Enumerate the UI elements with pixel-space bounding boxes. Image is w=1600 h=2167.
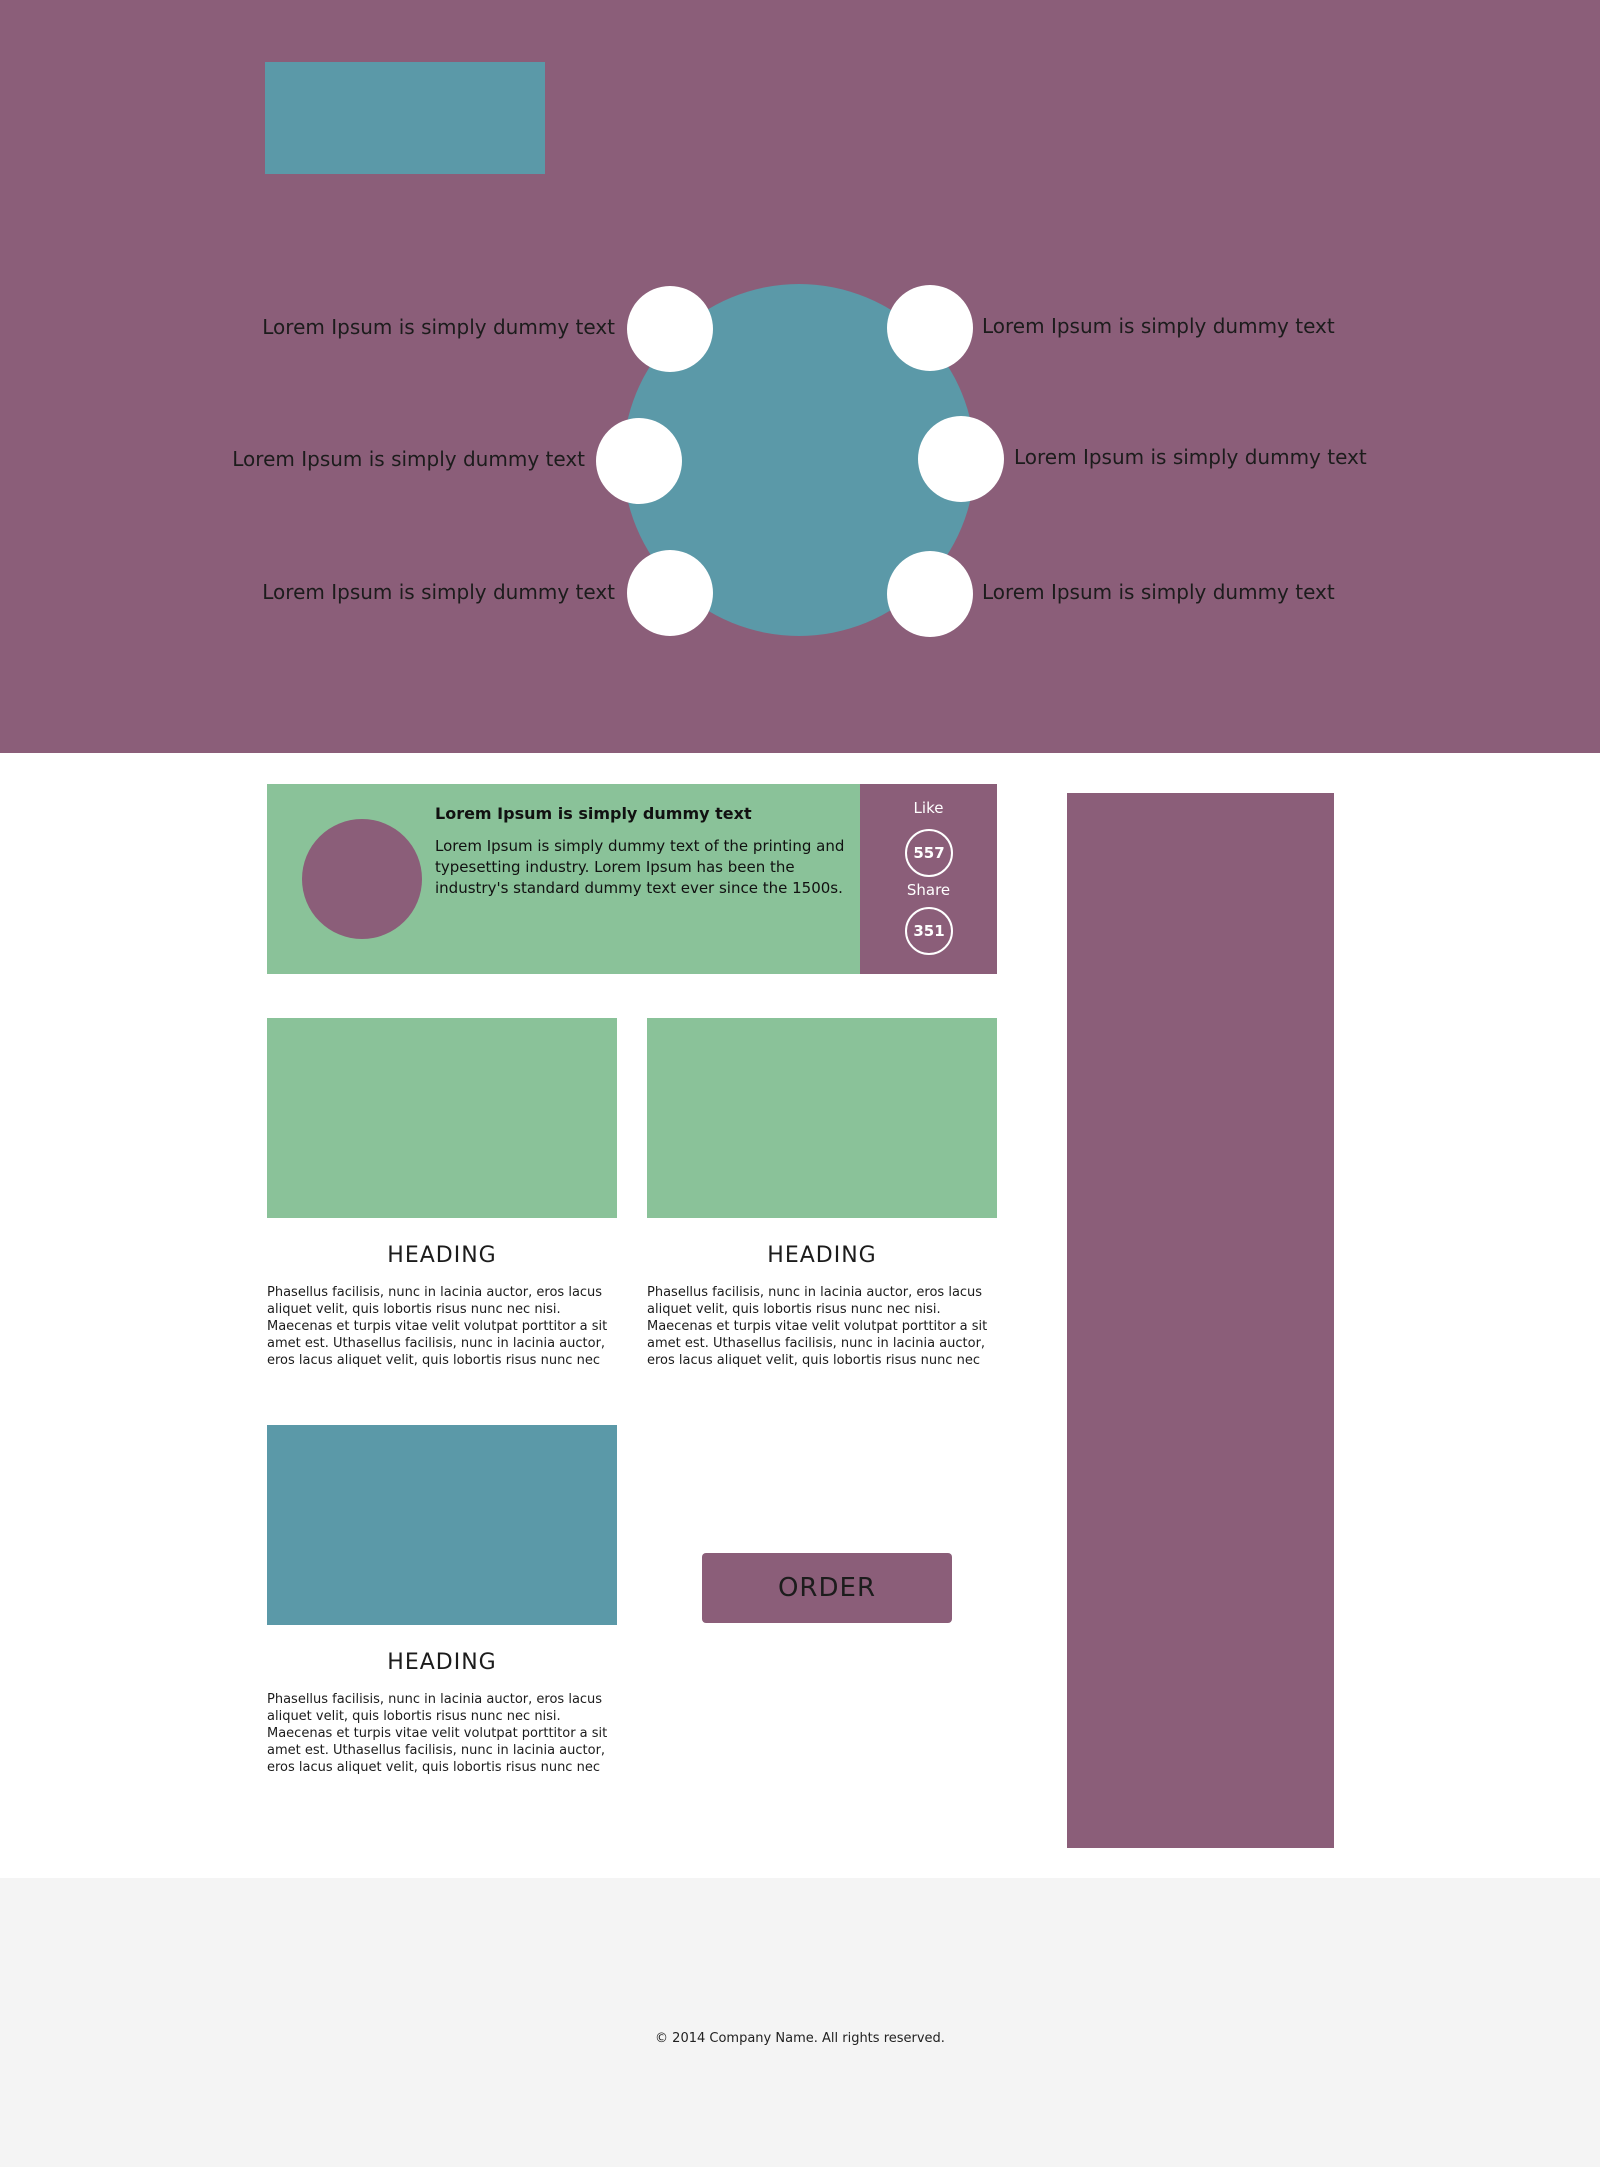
feature-dot-bottom-left[interactable] xyxy=(627,550,713,636)
card-text-3: Phasellus facilisis, nunc in lacinia auc… xyxy=(267,1692,608,1775)
hero-section: Lorem Ipsum is simply dummy text Lorem I… xyxy=(0,0,1600,753)
like-label: Like xyxy=(913,799,944,817)
logo-placeholder[interactable] xyxy=(265,62,545,174)
hero-text-middle-right: Lorem Ipsum is simply dummy text xyxy=(1014,445,1367,469)
hero-text-top-right: Lorem Ipsum is simply dummy text xyxy=(982,314,1335,338)
sidebar-ad-placeholder xyxy=(1067,793,1334,1848)
card-text-1: Phasellus facilisis, nunc in lacinia auc… xyxy=(267,1285,608,1368)
card-image-1[interactable] xyxy=(267,1018,617,1218)
hero-text-middle-left: Lorem Ipsum is simply dummy text xyxy=(232,447,585,471)
card-image-2[interactable] xyxy=(647,1018,997,1218)
avatar xyxy=(302,819,422,939)
feature-dot-top-right[interactable] xyxy=(887,285,973,371)
card-heading-1: HEADING xyxy=(387,1243,497,1268)
card-text-2: Phasellus facilisis, nunc in lacinia auc… xyxy=(647,1285,988,1368)
share-label: Share xyxy=(906,881,951,899)
copyright-text: © 2014 Company Name. All rights reserved… xyxy=(655,2031,945,2046)
share-count-button[interactable]: 351 xyxy=(905,907,953,955)
hero-text-top-left: Lorem Ipsum is simply dummy text xyxy=(262,315,615,339)
order-button[interactable]: ORDER xyxy=(702,1553,952,1623)
feature-description: Lorem Ipsum is simply dummy text of the … xyxy=(435,837,845,897)
footer: © 2014 Company Name. All rights reserved… xyxy=(0,1878,1600,2167)
card-heading-3: HEADING xyxy=(387,1650,497,1675)
feature-card: Lorem Ipsum is simply dummy text Lorem I… xyxy=(267,784,997,974)
like-count-button[interactable]: 557 xyxy=(905,829,953,877)
feature-dot-middle-right[interactable] xyxy=(918,416,1004,502)
feature-dot-bottom-right[interactable] xyxy=(887,551,973,637)
card-image-3[interactable] xyxy=(267,1425,617,1625)
feature-title: Lorem Ipsum is simply dummy text xyxy=(435,804,752,823)
social-panel: Like 557 Share 351 xyxy=(860,784,997,974)
hero-text-bottom-left: Lorem Ipsum is simply dummy text xyxy=(262,580,615,604)
feature-dot-top-left[interactable] xyxy=(627,286,713,372)
feature-dot-middle-left[interactable] xyxy=(596,418,682,504)
hero-text-bottom-right: Lorem Ipsum is simply dummy text xyxy=(982,580,1335,604)
card-heading-2: HEADING xyxy=(767,1243,877,1268)
